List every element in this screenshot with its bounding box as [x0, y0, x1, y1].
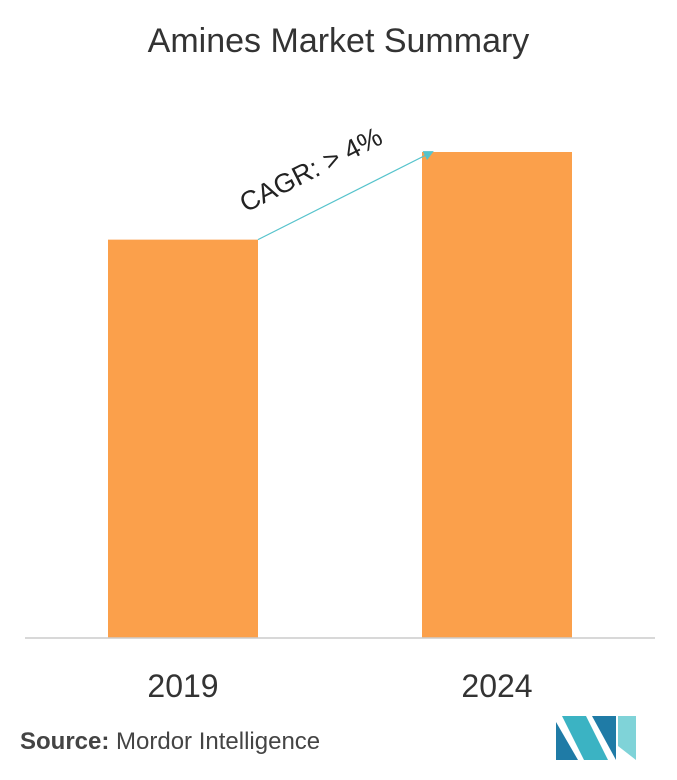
- source-text: Mordor Intelligence: [116, 728, 321, 755]
- source-label: Source:: [20, 728, 110, 755]
- x-tick-label-2024: 2024: [461, 668, 532, 704]
- bar-2024: [422, 152, 572, 638]
- mordor-intelligence-logo-icon: [556, 716, 636, 760]
- cagr-arrow: [257, 151, 434, 241]
- source-credit: Source: Mordor Intelligence: [20, 728, 320, 756]
- cagr-annotation: CAGR: > 4%: [235, 121, 387, 218]
- x-tick-label-2019: 2019: [147, 668, 218, 704]
- chart-title: Amines Market Summary: [147, 22, 530, 60]
- bar-chart: 2019 2024 CAGR: > 4%: [25, 121, 655, 704]
- bar-2019: [108, 239, 258, 638]
